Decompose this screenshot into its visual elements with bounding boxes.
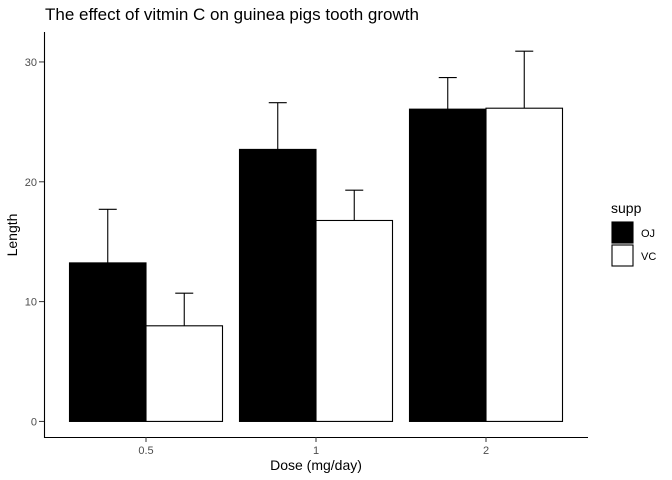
x-axis-ticks: 0.5 1 2 bbox=[138, 437, 489, 457]
bar-VC-0.5 bbox=[145, 325, 224, 422]
bar-OJ-0.5 bbox=[68, 262, 147, 422]
y-tick-label: 0 bbox=[31, 416, 37, 428]
legend-key-VC bbox=[611, 244, 634, 267]
y-axis-ticks: 0 10 20 30 bbox=[25, 57, 44, 428]
legend: supp OJ VC bbox=[611, 200, 656, 267]
y-axis-title: Length bbox=[4, 214, 20, 257]
legend-key-OJ bbox=[611, 221, 634, 244]
y-tick-label: 30 bbox=[25, 57, 37, 69]
x-axis-title: Dose (mg/day) bbox=[270, 457, 362, 473]
legend-label-VC: VC bbox=[641, 251, 656, 263]
bar-OJ-1 bbox=[238, 148, 317, 422]
y-tick-label: 10 bbox=[25, 297, 37, 309]
x-tick-label: 2 bbox=[483, 445, 489, 457]
legend-title: supp bbox=[611, 200, 642, 216]
x-tick-label: 0.5 bbox=[138, 445, 153, 457]
chart-title: The effect of vitmin C on guinea pigs to… bbox=[45, 5, 419, 24]
y-tick-label: 20 bbox=[25, 177, 37, 189]
error-bars-layer bbox=[98, 50, 534, 326]
bar-VC-2 bbox=[485, 107, 564, 422]
bar-OJ-2 bbox=[408, 108, 487, 422]
x-tick-label: 1 bbox=[313, 445, 319, 457]
bar-VC-1 bbox=[315, 219, 394, 422]
bars-layer bbox=[68, 107, 564, 422]
legend-label-OJ: OJ bbox=[641, 228, 655, 240]
